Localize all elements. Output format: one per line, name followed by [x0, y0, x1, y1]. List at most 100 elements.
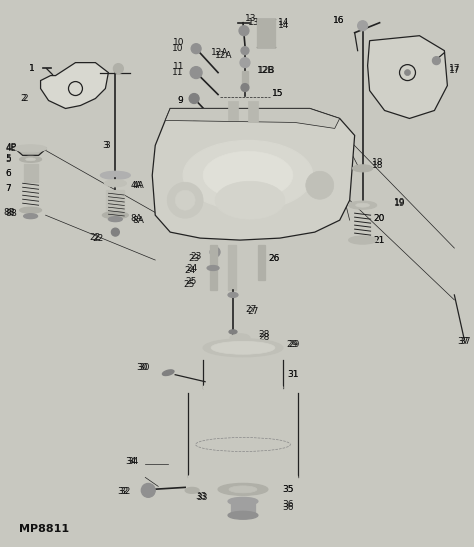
Circle shape — [191, 44, 201, 54]
Text: 27: 27 — [247, 307, 258, 316]
Bar — [210, 245, 217, 290]
Circle shape — [358, 21, 368, 31]
Circle shape — [241, 46, 249, 55]
Text: 1: 1 — [28, 64, 34, 73]
Text: 4A: 4A — [132, 181, 144, 190]
Text: 8A: 8A — [130, 214, 142, 223]
Circle shape — [141, 484, 155, 497]
Text: 19: 19 — [393, 197, 405, 207]
Bar — [258, 245, 265, 280]
Text: 12B: 12B — [257, 66, 274, 75]
Ellipse shape — [188, 468, 298, 486]
Circle shape — [239, 26, 249, 36]
Text: 35: 35 — [282, 485, 293, 494]
Text: MP8811: MP8811 — [18, 524, 69, 534]
Text: 24: 24 — [186, 264, 197, 272]
Text: 11: 11 — [195, 114, 207, 123]
Text: 25: 25 — [184, 281, 195, 289]
Polygon shape — [15, 148, 46, 155]
Ellipse shape — [203, 339, 283, 357]
Ellipse shape — [218, 484, 268, 496]
Ellipse shape — [349, 236, 376, 244]
Text: 6: 6 — [6, 169, 11, 178]
Text: 15: 15 — [272, 89, 283, 98]
Text: 14: 14 — [278, 21, 289, 30]
Text: 23: 23 — [189, 254, 200, 263]
Text: 11: 11 — [173, 62, 184, 71]
Text: 2: 2 — [21, 94, 26, 103]
Text: 4A: 4A — [130, 181, 142, 190]
Text: 15: 15 — [272, 89, 283, 98]
Text: 16: 16 — [333, 16, 345, 25]
Text: 17: 17 — [449, 64, 461, 73]
Text: 17: 17 — [449, 66, 461, 75]
Circle shape — [111, 228, 119, 236]
Bar — [248, 101, 258, 123]
Text: 22: 22 — [89, 232, 100, 242]
Text: 30: 30 — [137, 363, 148, 372]
Text: 21: 21 — [374, 236, 385, 245]
Ellipse shape — [100, 171, 130, 179]
Text: 35: 35 — [282, 485, 293, 494]
Text: 11: 11 — [192, 114, 204, 123]
Ellipse shape — [24, 214, 37, 219]
Text: 32: 32 — [117, 487, 128, 496]
Text: 36: 36 — [282, 503, 293, 512]
Circle shape — [189, 94, 199, 103]
Text: 31: 31 — [287, 370, 298, 379]
Text: 11: 11 — [172, 68, 183, 77]
Ellipse shape — [353, 165, 373, 172]
Bar — [106, 190, 124, 212]
Text: 20: 20 — [374, 214, 385, 223]
Ellipse shape — [349, 201, 376, 209]
Text: 28: 28 — [258, 333, 269, 342]
Bar — [231, 502, 255, 515]
Text: 13: 13 — [245, 14, 256, 24]
Text: 37: 37 — [457, 337, 469, 346]
Text: 1: 1 — [28, 64, 34, 73]
Ellipse shape — [188, 383, 298, 401]
Circle shape — [306, 171, 334, 199]
Text: 12B: 12B — [258, 66, 275, 75]
Circle shape — [175, 190, 195, 210]
Text: 14: 14 — [278, 18, 289, 27]
Ellipse shape — [102, 212, 128, 219]
Bar — [257, 19, 275, 46]
Text: 33: 33 — [196, 493, 208, 502]
Text: 6: 6 — [6, 169, 11, 178]
Ellipse shape — [203, 152, 293, 199]
Text: 24: 24 — [184, 265, 195, 275]
Ellipse shape — [228, 497, 258, 505]
Text: 20: 20 — [374, 214, 385, 223]
Text: 8A: 8A — [132, 216, 144, 225]
Text: 37: 37 — [459, 337, 471, 346]
Ellipse shape — [211, 341, 275, 354]
Text: 3: 3 — [103, 141, 109, 150]
Ellipse shape — [163, 370, 174, 376]
Text: 7: 7 — [6, 184, 11, 193]
Text: 10: 10 — [173, 38, 184, 47]
Ellipse shape — [230, 334, 250, 342]
Text: 26: 26 — [268, 254, 279, 263]
Ellipse shape — [109, 217, 122, 222]
Text: 18: 18 — [372, 158, 383, 167]
Text: 12A: 12A — [210, 48, 228, 57]
Polygon shape — [41, 62, 109, 108]
Ellipse shape — [104, 180, 127, 187]
Text: 13: 13 — [248, 18, 259, 27]
Text: 27: 27 — [245, 305, 256, 315]
Text: 34: 34 — [125, 457, 137, 466]
Circle shape — [167, 182, 203, 218]
Circle shape — [210, 247, 220, 257]
Text: 10: 10 — [172, 44, 183, 53]
Circle shape — [240, 57, 250, 68]
Ellipse shape — [229, 330, 237, 334]
Text: 26: 26 — [268, 254, 279, 263]
Text: 29: 29 — [287, 340, 298, 350]
Text: 12A: 12A — [215, 51, 232, 60]
Text: 23: 23 — [191, 252, 202, 260]
Ellipse shape — [229, 486, 257, 493]
Text: 31: 31 — [287, 370, 298, 379]
Ellipse shape — [228, 511, 258, 519]
Text: 4B: 4B — [6, 143, 18, 152]
